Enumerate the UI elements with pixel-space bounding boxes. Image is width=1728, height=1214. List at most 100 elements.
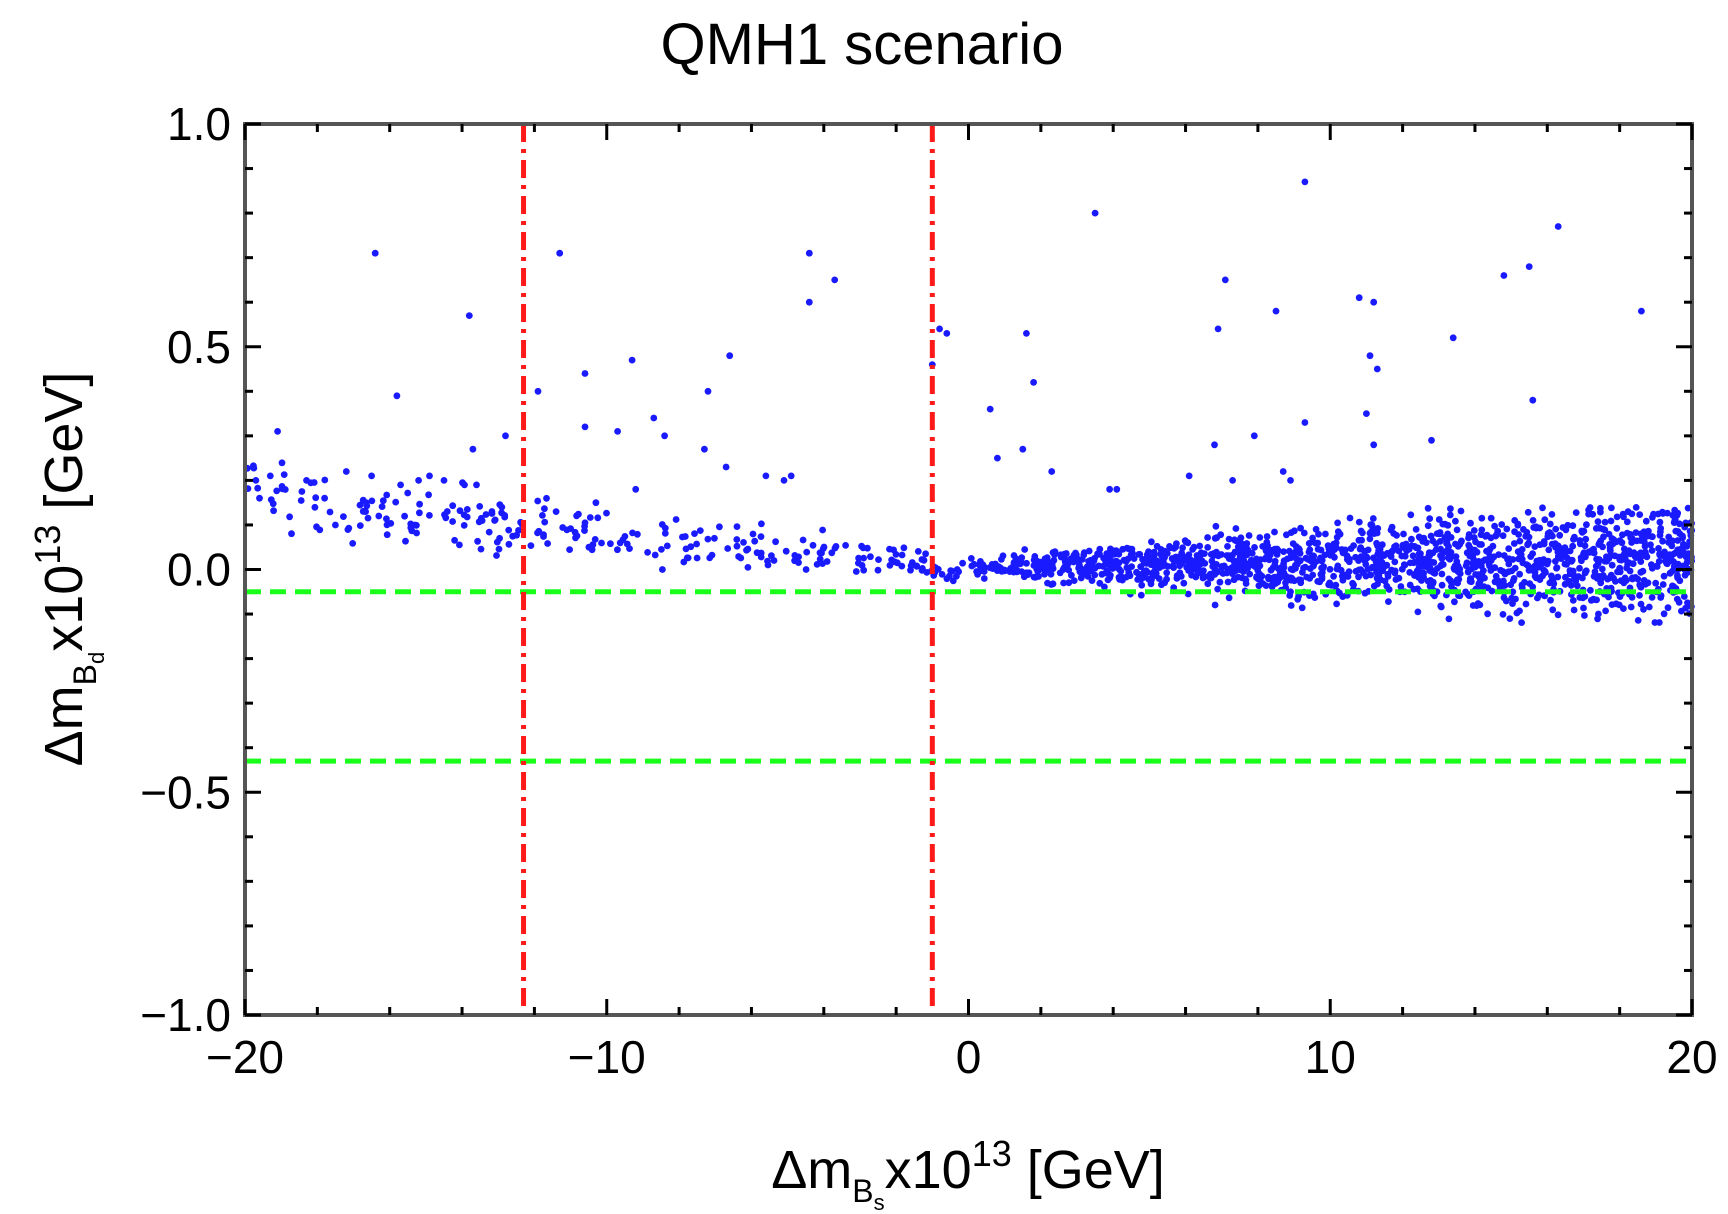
data-point (1661, 548, 1668, 556)
y-axis-label-subsubscript: d (84, 652, 109, 664)
data-point (273, 487, 281, 495)
data-point (1462, 562, 1470, 570)
data-point (363, 499, 370, 507)
data-point (1019, 445, 1027, 453)
data-point (644, 549, 651, 556)
data-point (1181, 537, 1189, 545)
data-point (936, 325, 943, 333)
data-point (733, 536, 741, 543)
data-point (440, 477, 448, 484)
data-point (527, 542, 535, 549)
data-point (1484, 610, 1491, 618)
data-point (1269, 576, 1276, 584)
data-point (1094, 551, 1102, 558)
data-point (1613, 513, 1621, 521)
data-point (1170, 564, 1177, 571)
data-point (1511, 564, 1519, 572)
data-point (1091, 209, 1099, 217)
data-point (1030, 556, 1038, 564)
data-point (1060, 565, 1068, 573)
data-point (1280, 548, 1287, 555)
data-point (1125, 545, 1133, 553)
data-point (1623, 564, 1630, 572)
data-point (1478, 562, 1485, 570)
data-point (541, 518, 549, 526)
data-point (1563, 561, 1570, 568)
data-point (823, 558, 831, 565)
data-point (1489, 542, 1497, 550)
data-point (696, 527, 704, 534)
data-point (1616, 593, 1624, 600)
data-point (1001, 566, 1008, 574)
data-point (375, 512, 383, 520)
data-point (1493, 578, 1501, 586)
data-point (469, 445, 477, 453)
data-point (1497, 566, 1504, 574)
data-point (1151, 558, 1159, 566)
data-point (1339, 576, 1347, 584)
data-point (1438, 570, 1446, 578)
data-point (1106, 485, 1113, 493)
data-point (1331, 553, 1338, 561)
data-point (1380, 563, 1388, 571)
data-point (1498, 521, 1506, 528)
data-point (1096, 579, 1104, 587)
data-point (820, 543, 828, 551)
data-point (1597, 579, 1605, 587)
data-point (1478, 570, 1486, 577)
plot-background (245, 124, 1692, 1015)
data-point (1636, 592, 1643, 599)
data-point (1355, 557, 1362, 564)
data-point (1510, 540, 1518, 547)
data-point (1583, 521, 1590, 529)
data-point (1250, 432, 1258, 440)
x-tick-label: 0 (956, 1031, 982, 1083)
data-point (672, 516, 680, 523)
data-point (1333, 600, 1340, 608)
data-point (1175, 553, 1182, 561)
data-point (1229, 477, 1236, 484)
data-point (1225, 535, 1233, 543)
data-point (1447, 577, 1455, 585)
data-point (1511, 517, 1519, 524)
data-point (1593, 596, 1600, 604)
data-point (722, 463, 730, 471)
data-point (1505, 555, 1513, 563)
data-point (1188, 558, 1195, 566)
data-point (378, 503, 386, 510)
data-point (1287, 602, 1295, 609)
data-point (1647, 541, 1654, 549)
data-point (1464, 568, 1472, 576)
data-point (967, 555, 975, 562)
y-axis-label: ΔmBdx1013 [GeV] (27, 372, 109, 767)
x-axis-label-subsubscript: s (874, 1190, 885, 1214)
data-point (1620, 513, 1627, 521)
y-tick-label: −0.5 (140, 766, 231, 818)
data-point (1049, 549, 1057, 556)
data-point (1216, 578, 1224, 586)
data-point (1373, 365, 1381, 373)
data-point (1597, 537, 1605, 545)
data-point (1206, 574, 1214, 582)
x-tick-labels: −20 −10 0 10 20 (206, 1031, 1718, 1083)
data-point (1318, 556, 1326, 564)
data-point (311, 503, 319, 511)
data-point (1198, 557, 1206, 565)
data-point (1047, 570, 1055, 578)
data-point (1199, 573, 1207, 581)
data-point (402, 537, 409, 545)
data-point (1023, 559, 1030, 567)
data-point (1271, 528, 1278, 536)
data-point (298, 488, 306, 495)
data-point (1418, 577, 1425, 584)
data-point (1684, 504, 1692, 512)
data-point (1500, 272, 1508, 279)
data-point (426, 512, 433, 519)
data-point (1334, 562, 1342, 570)
data-point (1349, 580, 1357, 588)
data-point (768, 552, 775, 560)
data-point (1044, 579, 1051, 587)
data-point (1390, 568, 1398, 576)
data-point (875, 556, 882, 563)
data-point (383, 491, 391, 499)
